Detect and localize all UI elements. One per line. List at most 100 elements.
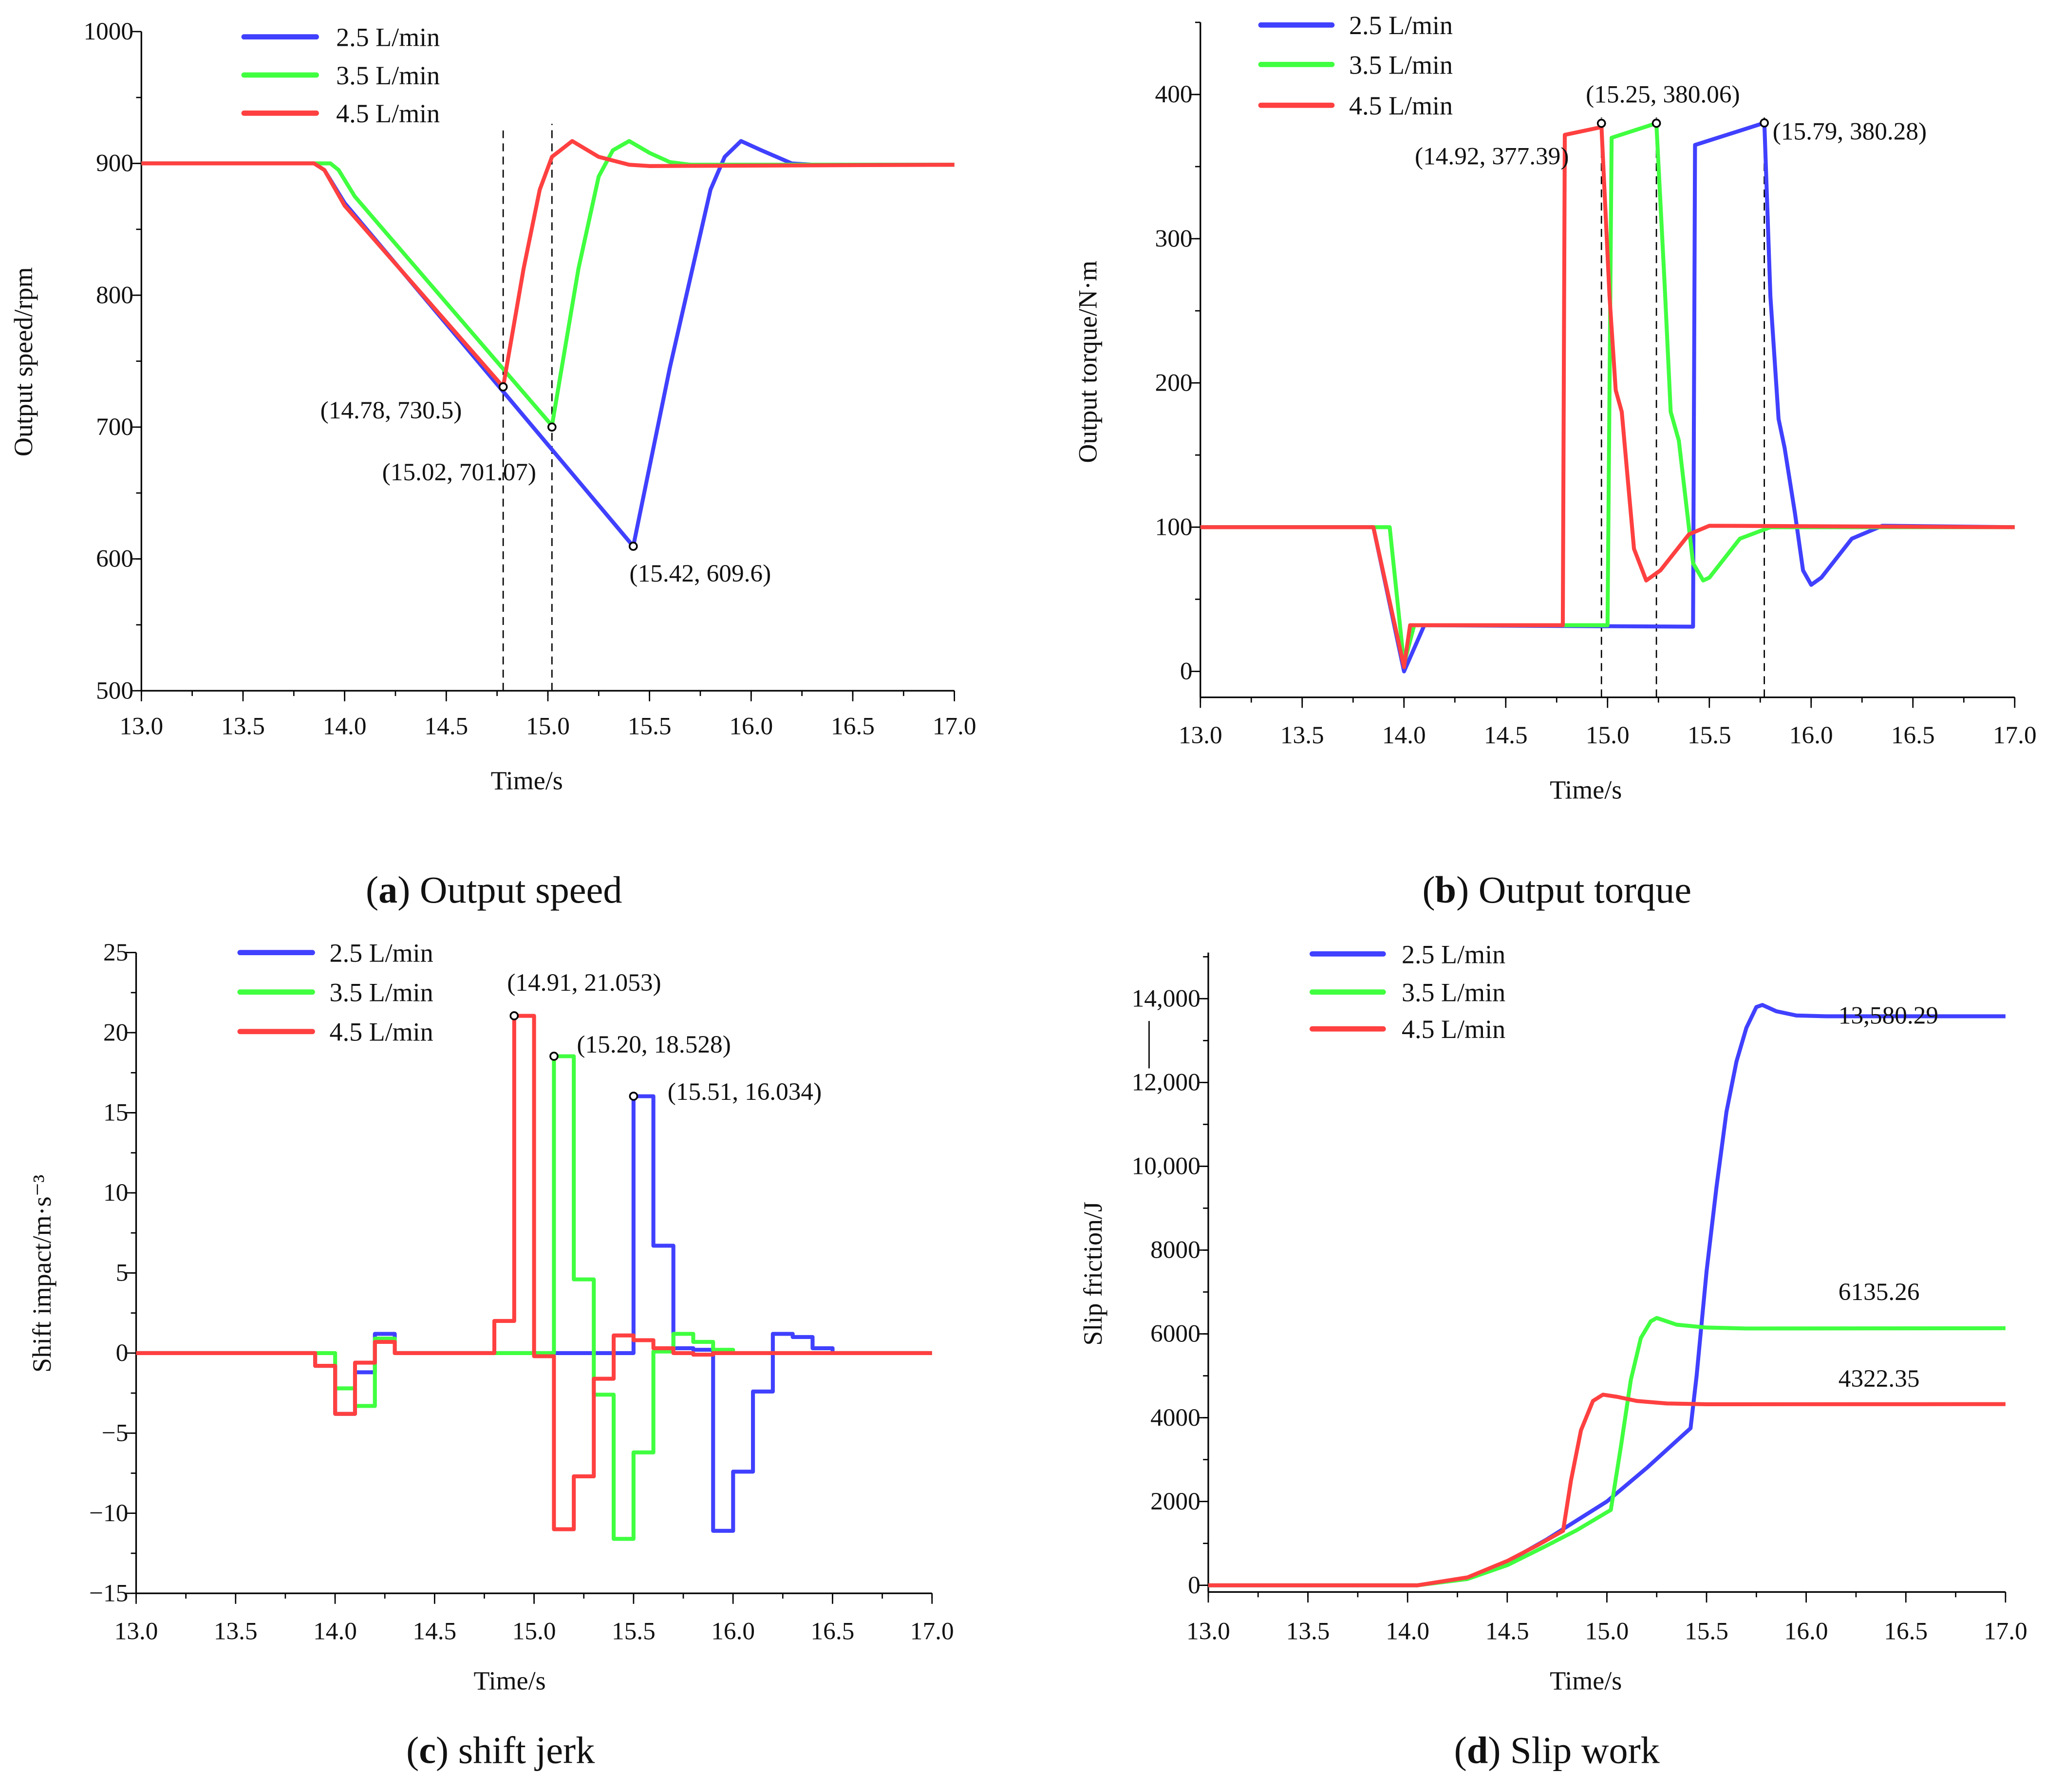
series-line-4-5-l-min (1208, 1393, 2006, 1587)
y-tick-label: 400 (1155, 80, 1193, 108)
x-tick-label: 15.5 (628, 712, 672, 740)
y-tick-label: 6000 (1150, 1320, 1201, 1348)
x-tick-label: 17.0 (1984, 1618, 2027, 1645)
x-tick-label: 17.0 (933, 712, 976, 740)
legend-label: 4.5 L/min (330, 1018, 433, 1047)
y-tick-label: 5 (116, 1259, 129, 1287)
series-line-2-5-l-min (141, 139, 955, 548)
y-tick-label: −10 (89, 1499, 128, 1527)
x-tick-label: 13.0 (1186, 1618, 1230, 1645)
legend-label: 2.5 L/min (336, 23, 440, 52)
chart-panel-c: 13.0 13.5 14.0 14.5 15.0 15.5 16.0 16.5 17.0 −15 −… (27, 939, 954, 1772)
x-tick-label: 16.5 (831, 712, 875, 740)
series-line-4-5-l-min (141, 139, 955, 389)
annotation-marker (1760, 118, 1769, 128)
chart-panel-b: 13.0 13.5 14.0 14.5 15.0 15.5 16.0 16.5 17.0 0 100… (1073, 11, 2036, 911)
y-tick-label: 1000 (83, 18, 133, 45)
x-tick-label: 15.0 (526, 712, 570, 740)
y-tick-label: 25 (103, 939, 128, 966)
x-tick-label: 14.5 (413, 1618, 456, 1645)
x-tick-label: 15.5 (612, 1618, 656, 1645)
annotation-label: (15.42, 609.6) (629, 560, 771, 587)
y-tick-label: 500 (96, 677, 133, 704)
x-tick-label: 15.0 (512, 1618, 556, 1645)
y-axis-label: Slip friction/J (1078, 1202, 1107, 1346)
y-tick-label: 900 (96, 150, 133, 177)
x-tick-label: 13.0 (119, 712, 163, 740)
x-tick-label: 16.5 (1891, 721, 1935, 749)
x-tick-label: 14.5 (424, 712, 468, 740)
legend-label: 4.5 L/min (1402, 1015, 1505, 1044)
annotation-label: (15.20, 18.528) (577, 1031, 731, 1058)
series-line-3-5-l-min (141, 139, 955, 428)
x-axis-label: Time/s (491, 766, 563, 795)
caption-paren-open: ( (366, 868, 378, 911)
caption-paren-close: ) (397, 868, 410, 911)
y-tick-label: 14,000 (1132, 984, 1201, 1012)
x-tick-label: 13.5 (221, 712, 265, 740)
caption-paren-open: ( (1454, 1729, 1467, 1772)
series-line-4-5-l-min (1200, 125, 2015, 669)
annotation-label: (15.25, 380.06) (1586, 81, 1740, 109)
final-value-label: 6135.26 (1839, 1278, 1920, 1306)
x-tick-label: 15.0 (1585, 1618, 1629, 1645)
x-tick-label: 16.0 (1784, 1618, 1828, 1645)
caption-paren-open: ( (1422, 868, 1435, 911)
caption-letter: a (378, 868, 397, 911)
legend-label: 4.5 L/min (336, 99, 440, 128)
legend-label: 3.5 L/min (336, 61, 440, 90)
x-tick-label: 13.5 (1280, 721, 1324, 749)
caption-paren-close: ) (436, 1729, 449, 1772)
y-tick-label: 100 (1155, 513, 1193, 541)
chart-panel-d: 13.0 13.5 14.0 14.5 15.0 15.5 16.0 16.5 17.0 0 200… (1078, 940, 2027, 1771)
x-tick-label: 14.0 (313, 1618, 357, 1645)
legend-label: 4.5 L/min (1349, 91, 1453, 120)
panel-caption: (b) Output torque (1422, 868, 1691, 911)
y-tick-label: 200 (1155, 369, 1193, 396)
y-tick-label: 10 (103, 1179, 128, 1207)
x-tick-label: 15.5 (1688, 721, 1731, 749)
x-tick-label: 17.0 (1993, 721, 2037, 749)
series-line-3-5-l-min (1208, 1316, 2006, 1587)
annotation-marker (628, 542, 638, 551)
x-tick-label: 14.0 (323, 712, 367, 740)
annotation-label: (15.51, 16.034) (668, 1078, 822, 1106)
panel-caption: (a) Output speed (366, 868, 622, 911)
series-line-3-5-l-min (1200, 121, 2015, 666)
legend-label: 3.5 L/min (330, 978, 433, 1007)
y-axis-label: Shift impact/m·s⁻³ (27, 1175, 56, 1373)
y-axis-label: Output torque/N·m (1073, 261, 1102, 463)
chart-panel-a: 13.0 13.5 14.0 14.5 15.0 15.5 16.0 16.5 17.0 500 6… (9, 18, 976, 911)
y-tick-label: 10,000 (1132, 1152, 1201, 1180)
annotation-marker (629, 1092, 638, 1101)
caption-text: Slip work (1501, 1729, 1660, 1772)
x-tick-label: 15.5 (1685, 1618, 1728, 1645)
series-line-4-5-l-min (136, 1014, 932, 1531)
y-tick-label: 4000 (1150, 1404, 1201, 1432)
caption-paren-close: ) (1488, 1729, 1501, 1772)
x-tick-label: 15.0 (1586, 721, 1630, 749)
panel-caption: (d) Slip work (1454, 1729, 1660, 1772)
y-tick-label: 0 (1180, 658, 1193, 685)
annotation-marker (509, 1011, 519, 1020)
caption-text: Output torque (1469, 868, 1691, 911)
annotation-label: (14.78, 730.5) (320, 396, 462, 424)
x-tick-label: 14.0 (1382, 721, 1426, 749)
x-axis-label: Time/s (1550, 775, 1622, 805)
annotation-marker (1651, 118, 1661, 128)
y-tick-label: 0 (1188, 1571, 1201, 1599)
final-value-label: 4322.35 (1839, 1365, 1920, 1393)
annotation-marker (549, 1052, 559, 1061)
annotation-label: (14.91, 21.053) (507, 969, 661, 997)
caption-paren-close: ) (1456, 868, 1469, 911)
annotation-label: (14.92, 377.39) (1415, 143, 1569, 170)
caption-letter: d (1467, 1729, 1488, 1772)
panel-caption: (c) shift jerk (406, 1729, 595, 1772)
x-tick-label: 13.5 (1286, 1618, 1330, 1645)
series-line-3-5-l-min (136, 1054, 932, 1541)
y-axis-label: Output speed/rpm (9, 267, 38, 457)
x-tick-label: 13.0 (114, 1618, 158, 1645)
x-tick-label: 16.0 (729, 712, 773, 740)
caption-letter: b (1435, 868, 1457, 911)
